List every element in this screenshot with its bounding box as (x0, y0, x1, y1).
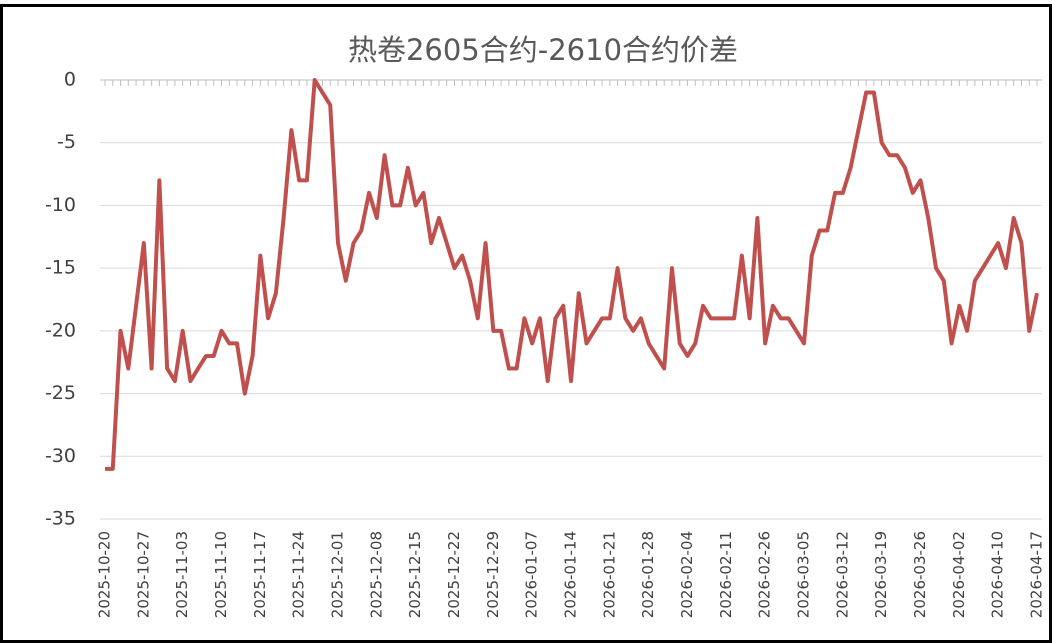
x-tick-label: 2025-12-15 (406, 531, 424, 618)
x-tick-label: 2026-01-14 (562, 531, 580, 618)
x-tick-label: 2026-01-28 (639, 531, 657, 618)
x-tick-label: 2025-10-27 (134, 531, 152, 618)
x-tick-label: 2026-03-05 (795, 531, 813, 618)
x-tick-label: 2025-12-08 (367, 531, 385, 618)
y-tick-label: -10 (45, 194, 76, 216)
x-tick-label: 2026-01-21 (600, 531, 618, 618)
y-tick-label: -15 (45, 257, 76, 279)
x-tick-label: 2026-02-26 (756, 531, 774, 618)
x-tick-label: 2025-12-29 (484, 531, 502, 618)
x-tick-label: 2025-12-01 (329, 531, 347, 618)
y-tick-label: -30 (45, 445, 76, 467)
x-tick-label: 2025-11-24 (290, 531, 308, 618)
x-tick-label: 2026-02-11 (717, 531, 735, 618)
x-tick-label: 2026-03-19 (872, 531, 890, 618)
y-tick-label: 0 (64, 69, 76, 91)
x-tick-label: 2026-03-12 (833, 531, 851, 618)
x-tick-label: 2026-01-07 (523, 531, 541, 618)
x-tick-label: 2025-12-22 (445, 531, 463, 618)
x-tick-label: 2026-03-26 (911, 531, 929, 618)
x-tick-label: 2026-04-10 (989, 531, 1007, 618)
y-tick-label: -25 (45, 382, 76, 404)
chart-border (0, 4, 1052, 643)
x-tick-label: 2026-04-17 (1028, 531, 1046, 618)
x-tick-label: 2025-11-10 (212, 531, 230, 618)
x-tick-label: 2026-04-02 (950, 531, 968, 618)
x-tick-label: 2025-10-20 (96, 531, 114, 618)
data-line (105, 78, 1039, 471)
x-tick-label: 2026-02-04 (678, 531, 696, 618)
chart-title: 热卷2605合约-2610合约价差 (348, 33, 738, 67)
x-tick-label: 2025-11-03 (173, 531, 191, 618)
x-tick-label: 2025-11-17 (251, 531, 269, 618)
y-tick-label: -20 (45, 319, 76, 341)
y-tick-label: -35 (45, 508, 76, 530)
y-tick-label: -5 (57, 131, 76, 153)
